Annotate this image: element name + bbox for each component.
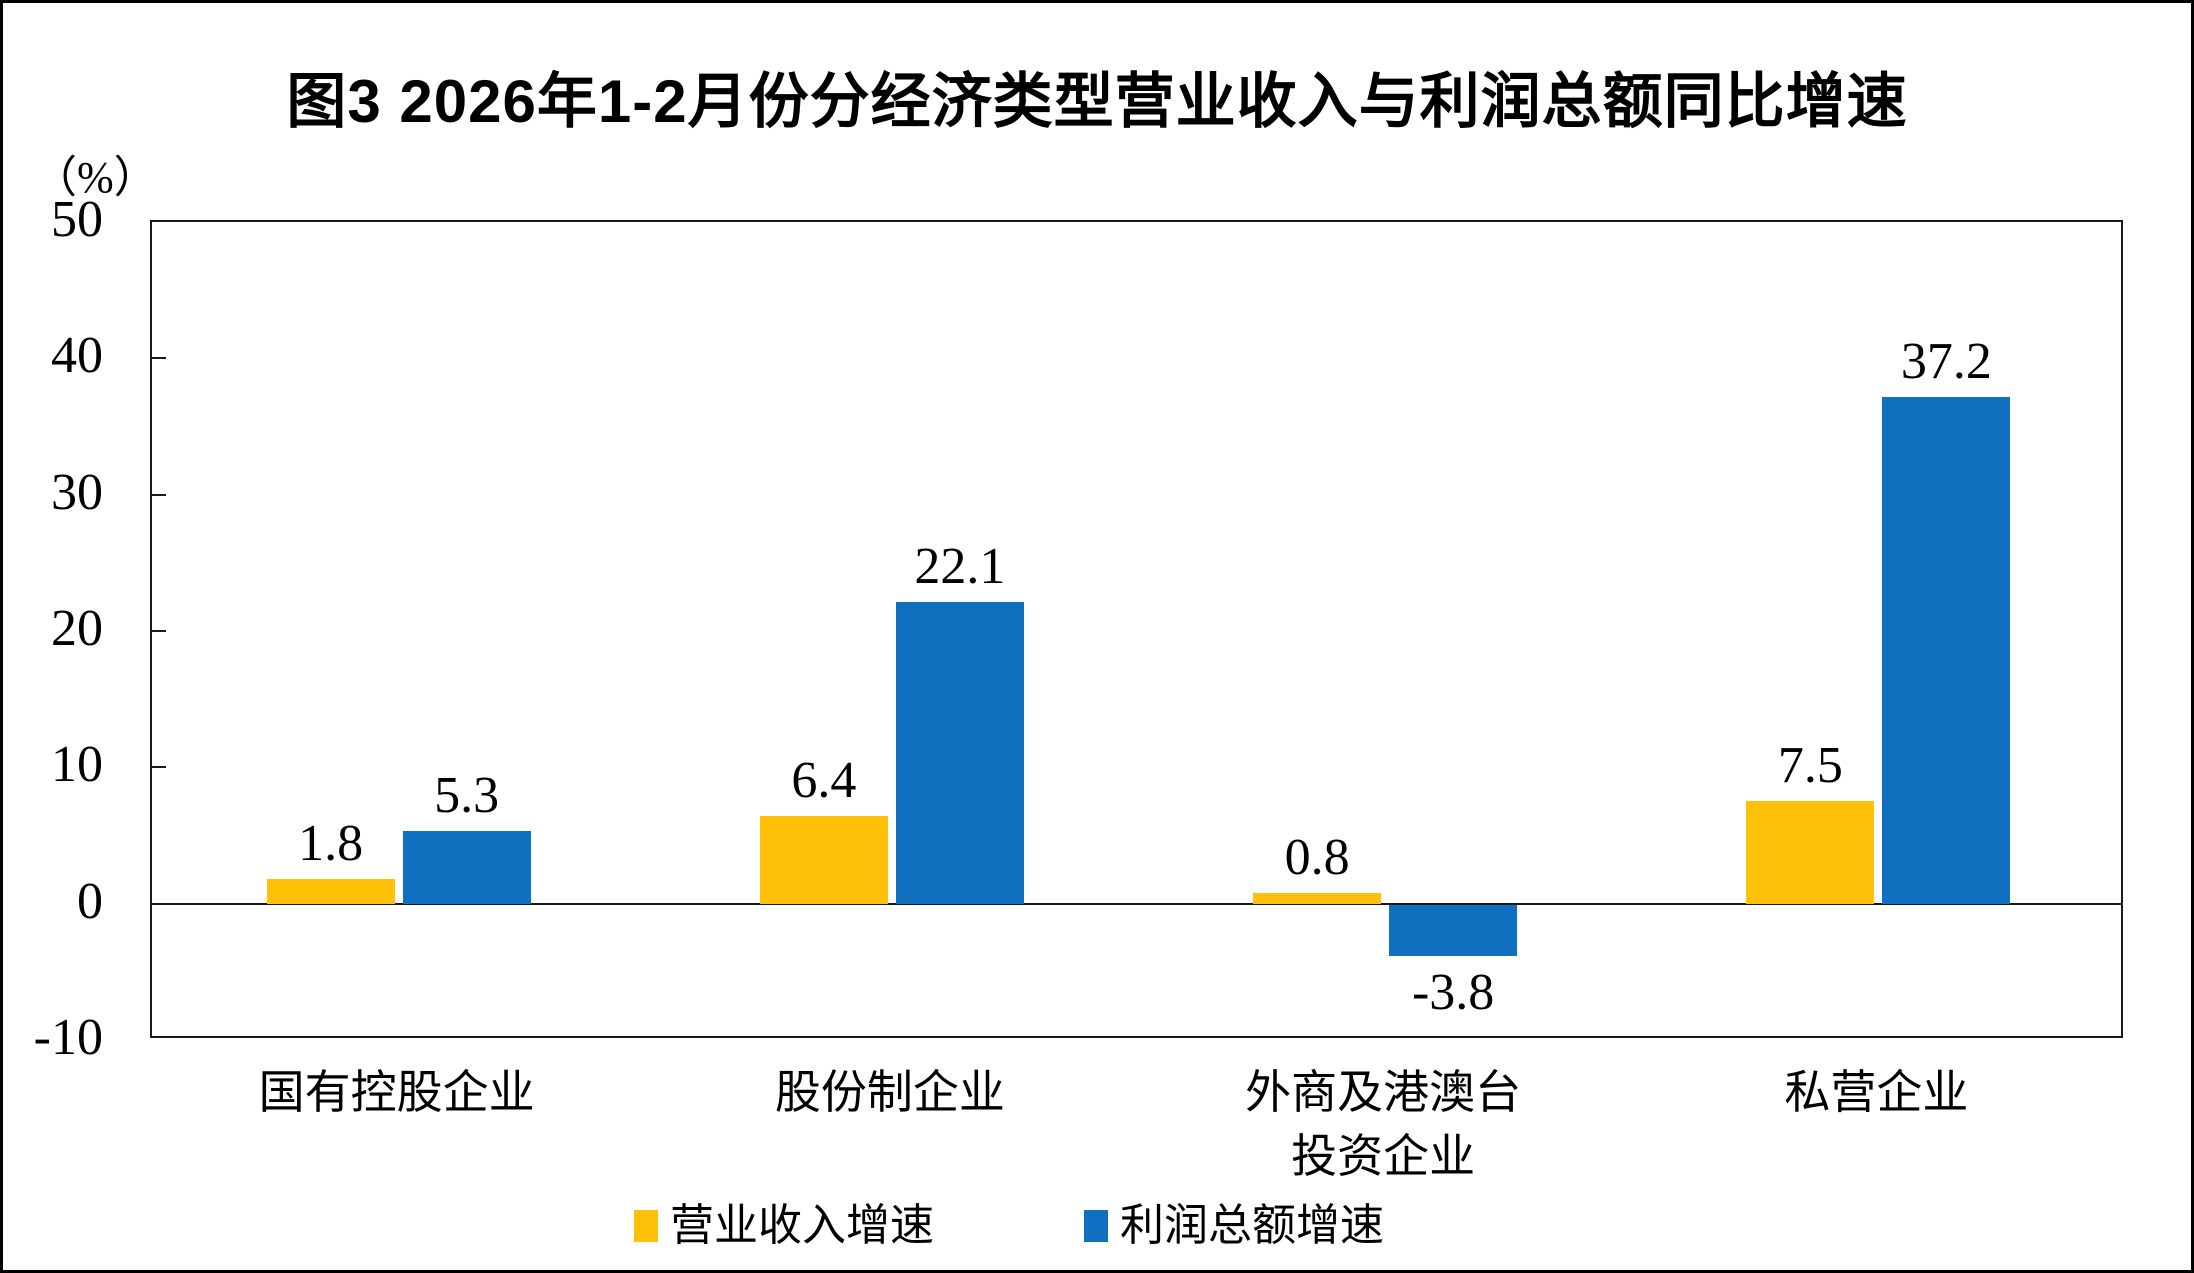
zero-baseline — [152, 902, 2121, 905]
legend-item-profit-growth: 利润总额增速 — [1084, 1199, 1384, 1253]
bar-value-label: 22.1 — [914, 538, 1006, 596]
y-axis-tick-label: 0 — [77, 872, 103, 930]
legend-swatch-profit-growth — [1084, 1210, 1108, 1242]
legend-item-revenue-growth: 营业收入增速 — [634, 1199, 934, 1253]
bar-value-label: 37.2 — [1900, 332, 1992, 390]
bar-value-label: 1.8 — [298, 815, 364, 873]
x-axis-category-label: 私营企业 — [1784, 1067, 1969, 1118]
legend-swatch-revenue-growth — [634, 1210, 658, 1242]
revenue-growth-bar — [1746, 801, 1875, 904]
revenue-growth-bar — [1253, 892, 1382, 904]
y-axis-tick-label: 50 — [51, 191, 103, 248]
legend-label-revenue-growth: 营业收入增速 — [670, 1201, 934, 1250]
x-axis-category-label: 股份制企业 — [774, 1067, 1005, 1118]
y-axis-tick-label: -10 — [33, 1009, 103, 1066]
x-axis-category-label: 国有控股企业 — [258, 1067, 535, 1118]
y-axis-tick-mark — [152, 630, 166, 632]
bar-value-label: -3.8 — [1411, 964, 1495, 1022]
y-axis-tick-label: 30 — [51, 463, 103, 521]
profit-growth-bar — [1389, 904, 1518, 957]
bar-value-label: 7.5 — [1777, 737, 1843, 795]
revenue-growth-bar — [266, 879, 395, 904]
y-axis-unit-label: （%） — [33, 153, 158, 202]
legend-label-profit-growth: 利润总额增速 — [1120, 1201, 1384, 1250]
profit-growth-bar — [895, 602, 1024, 904]
y-axis-tick-mark — [152, 357, 166, 360]
bar-value-label: 5.3 — [434, 767, 500, 825]
y-axis-tick-label: 10 — [51, 736, 103, 794]
y-axis-tick-label: 20 — [51, 600, 103, 657]
plot-area: 1.8 5.3 6.4 22.1 0.8 -3.8 7.5 37.2 — [150, 220, 2123, 1038]
profit-growth-bar — [402, 831, 531, 904]
bar-value-label: 0.8 — [1284, 828, 1350, 886]
y-axis-tick-label: 40 — [51, 327, 103, 385]
legend: 营业收入增速 利润总额增速 — [3, 1199, 2103, 1253]
chart-title: 图3 2026年1-2月份分经济类型营业收入与利润总额同比增速 — [286, 68, 1908, 135]
y-axis-tick-mark — [152, 766, 166, 769]
bar-value-label: 6.4 — [791, 752, 857, 810]
x-axis-category-label: 外商及港澳台 投资企业 — [1245, 1067, 1522, 1182]
y-axis-tick-mark — [152, 493, 166, 496]
revenue-growth-bar — [759, 816, 888, 904]
profit-growth-bar — [1882, 396, 2011, 904]
